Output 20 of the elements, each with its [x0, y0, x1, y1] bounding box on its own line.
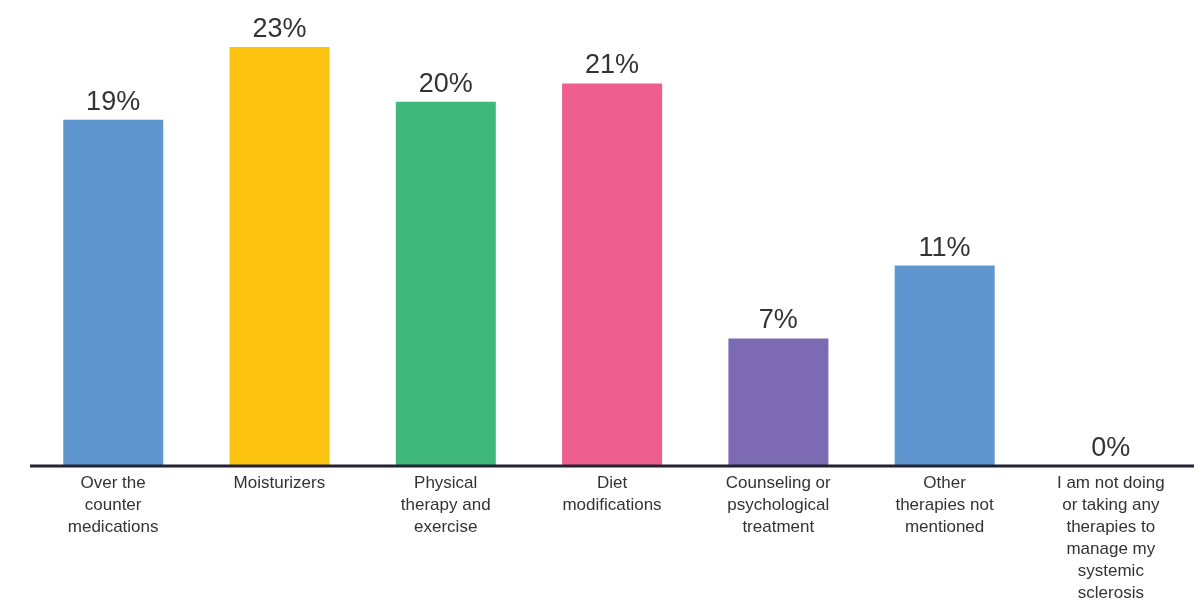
bar — [63, 119, 164, 466]
bar — [728, 338, 829, 466]
x-tick-label: Other therapies not mentioned — [895, 473, 994, 536]
data-label: 19% — [86, 85, 141, 116]
x-tick-label: Counseling or psychological treatment — [725, 473, 832, 536]
bar — [229, 47, 330, 466]
data-label: 11% — [918, 231, 971, 262]
data-label: 21% — [584, 49, 640, 80]
data-label: 20% — [418, 67, 473, 98]
data-label: 0% — [1091, 432, 1131, 462]
bar — [562, 83, 663, 466]
x-tick-label: I am not doing or taking any therapies to manage my systemic sclerosis — [1056, 473, 1165, 602]
data-label: 23% — [252, 13, 307, 43]
data-label: 7% — [758, 304, 798, 335]
x-tick-label: Physical therapy and exercise — [400, 473, 491, 536]
bar — [395, 101, 496, 466]
x-tick-label: Moisturizers — [233, 473, 326, 492]
bar — [894, 265, 995, 466]
x-tick-label: Diet modifications — [562, 473, 662, 514]
x-tick-label: Over the counter medications — [67, 473, 159, 536]
